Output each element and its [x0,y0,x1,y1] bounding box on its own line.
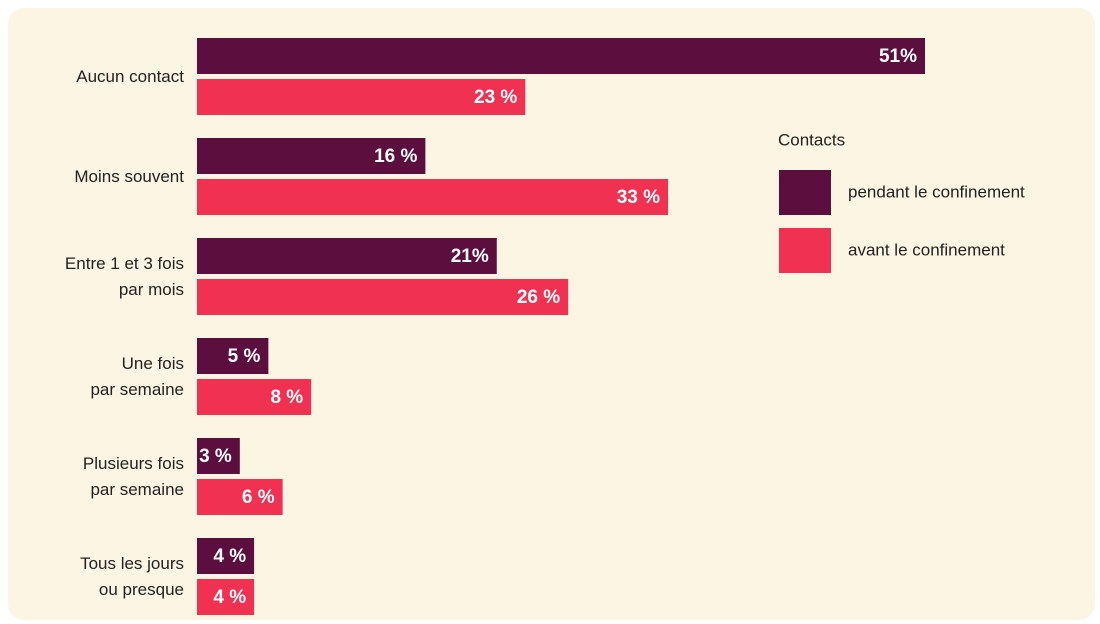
value-label: 6 % [242,487,275,508]
bar [197,38,925,74]
category-label: Moins souvent [74,167,184,186]
value-label: 5 % [228,346,261,367]
category-label: Aucun contact [76,67,184,86]
bar [197,379,312,415]
bar [197,538,255,574]
value-label: 51% [879,46,917,67]
bar [197,479,283,515]
value-label: 33 % [617,187,660,208]
category-label: Une fois par semaine [90,354,184,399]
value-label: 4 % [213,546,246,567]
value-label: 3 % [199,446,232,467]
value-label: 8 % [270,387,303,408]
bar [197,179,669,215]
legend-swatch [779,228,831,273]
value-label: 21% [451,246,489,267]
value-label: 26 % [517,287,560,308]
value-label: 4 % [213,587,246,608]
value-label: 23 % [474,87,517,108]
legend-label: avant le confinement [848,240,1005,259]
bar [197,79,526,115]
bar [197,238,497,274]
legend-label: pendant le confinement [848,182,1025,201]
category-label: Tous les jours ou presque [80,554,184,599]
bar [197,279,569,315]
category-label: Entre 1 et 3 fois par mois [64,254,184,299]
bar [197,438,240,474]
legend-swatch [779,170,831,215]
bar [197,338,269,374]
bar [197,138,426,174]
bar [197,579,255,615]
category-label: Plusieurs fois par semaine [82,454,184,499]
legend-title: Contacts [778,130,845,149]
value-label: 16 % [374,146,417,167]
